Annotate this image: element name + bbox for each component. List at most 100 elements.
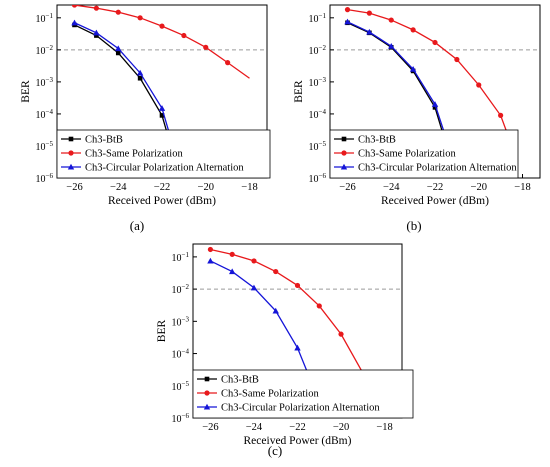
- legend-marker: [204, 390, 210, 396]
- y-tick-base: 10: [309, 142, 319, 153]
- data-point: [454, 56, 460, 63]
- y-tick-label: 10−1: [172, 251, 190, 264]
- x-tick-label: −26: [339, 182, 355, 193]
- y-tick-label: 10−5: [309, 140, 327, 153]
- y-tick-base: 10: [172, 317, 182, 328]
- series-line: [347, 21, 451, 152]
- data-point: [273, 268, 279, 275]
- series-line: [74, 5, 250, 79]
- data-point: [159, 23, 165, 29]
- chart-panel-a: −26 −24 −22 −20 −1810−110−210−310−410−510−6R…: [20, 4, 271, 233]
- data-point: [137, 15, 143, 21]
- chart-panel-c: −26 −24 −22 −20 −1810−110−210−310−410−510−6R…: [156, 243, 414, 458]
- y-tick-base: 10: [309, 14, 319, 25]
- y-tick-exponent: −4: [182, 348, 190, 356]
- legend-marker: [67, 163, 75, 170]
- y-axis-label: BER: [156, 319, 168, 342]
- series-line: [347, 22, 449, 152]
- y-tick-exponent: −5: [319, 140, 327, 148]
- y-tick-base: 10: [309, 110, 319, 121]
- y-tick-label: 10−1: [309, 12, 327, 25]
- y-tick-exponent: −3: [46, 76, 54, 84]
- y-axis-label: BER: [293, 80, 305, 103]
- data-point: [344, 7, 351, 13]
- y-tick-base: 10: [309, 78, 319, 89]
- y-tick-label: 10−6: [309, 172, 327, 185]
- x-tick-label: −24: [246, 422, 263, 433]
- data-point: [137, 75, 143, 81]
- legend-label: Ch3-Circular Polarization Alternation: [358, 163, 517, 174]
- y-tick-exponent: −3: [319, 76, 327, 84]
- x-tick-label: −22: [154, 182, 170, 193]
- y-tick-label: 10−4: [309, 108, 327, 121]
- data-point: [136, 69, 144, 76]
- legend-marker: [341, 150, 347, 156]
- y-tick-exponent: −6: [182, 412, 190, 420]
- legend-label: Ch3-BtB: [358, 135, 396, 146]
- panel-caption: (a): [130, 218, 144, 233]
- data-point: [115, 45, 122, 52]
- data-point: [498, 112, 504, 118]
- x-tick-label: −18: [241, 182, 257, 193]
- series-line: [74, 24, 174, 154]
- x-tick-label: −26: [202, 422, 218, 433]
- x-axis-label: Received Power (dBm): [244, 435, 352, 447]
- data-point: [181, 32, 187, 39]
- x-tick-label: −22: [289, 422, 305, 433]
- y-tick-base: 10: [36, 142, 46, 153]
- x-tick-label: −22: [427, 182, 443, 193]
- legend-box: [329, 129, 519, 179]
- data-point: [225, 60, 231, 66]
- data-point: [366, 28, 373, 35]
- data-point: [432, 105, 438, 110]
- series-3: [344, 18, 451, 152]
- y-tick-base: 10: [172, 414, 182, 425]
- y-tick-base: 10: [36, 110, 46, 121]
- data-point: [431, 101, 439, 107]
- data-point: [409, 65, 417, 72]
- data-point: [229, 251, 235, 257]
- data-point: [344, 18, 351, 25]
- y-tick-base: 10: [172, 253, 182, 264]
- data-point: [366, 10, 372, 16]
- data-point: [338, 331, 344, 337]
- data-point: [71, 5, 78, 8]
- y-tick-base: 10: [172, 350, 182, 361]
- data-point: [294, 282, 301, 289]
- y-tick-label: 10−2: [309, 44, 327, 57]
- legend-marker: [341, 136, 347, 142]
- legend-label: Ch3-Circular Polarization Alternation: [85, 163, 244, 174]
- data-point: [158, 105, 166, 111]
- series-3: [71, 19, 176, 154]
- y-tick-exponent: −2: [182, 283, 190, 291]
- series-3: [207, 257, 316, 392]
- legend-label: Ch3-BtB: [85, 135, 123, 146]
- data-point: [203, 44, 209, 50]
- x-tick-label: −24: [110, 182, 127, 193]
- series-2: [344, 7, 515, 152]
- data-point: [294, 344, 301, 351]
- legend-label: Ch3-Same Polarization: [221, 389, 319, 400]
- panel-caption: (c): [268, 443, 282, 458]
- legend-label: Ch3-Same Polarization: [358, 149, 456, 160]
- data-point: [476, 82, 482, 88]
- y-tick-label: 10−4: [172, 348, 190, 361]
- y-tick-label: 10−5: [172, 380, 190, 393]
- x-tick-label: −26: [66, 182, 82, 193]
- y-tick-exponent: −1: [182, 251, 190, 259]
- y-tick-base: 10: [36, 14, 46, 25]
- legend-marker: [68, 150, 74, 156]
- data-point: [115, 50, 121, 56]
- y-axis-label: BER: [20, 80, 32, 103]
- x-tick-label: −20: [198, 182, 214, 193]
- x-tick-label: −20: [471, 182, 487, 193]
- data-point: [115, 9, 121, 15]
- data-point: [207, 257, 214, 264]
- legend-label: Ch3-Circular Polarization Alternation: [221, 403, 380, 414]
- y-tick-label: 10−1: [36, 12, 54, 25]
- legend-marker: [340, 163, 348, 170]
- legend-label: Ch3-BtB: [221, 375, 259, 386]
- data-point: [388, 17, 394, 23]
- legend-label: Ch3-Same Polarization: [85, 149, 183, 160]
